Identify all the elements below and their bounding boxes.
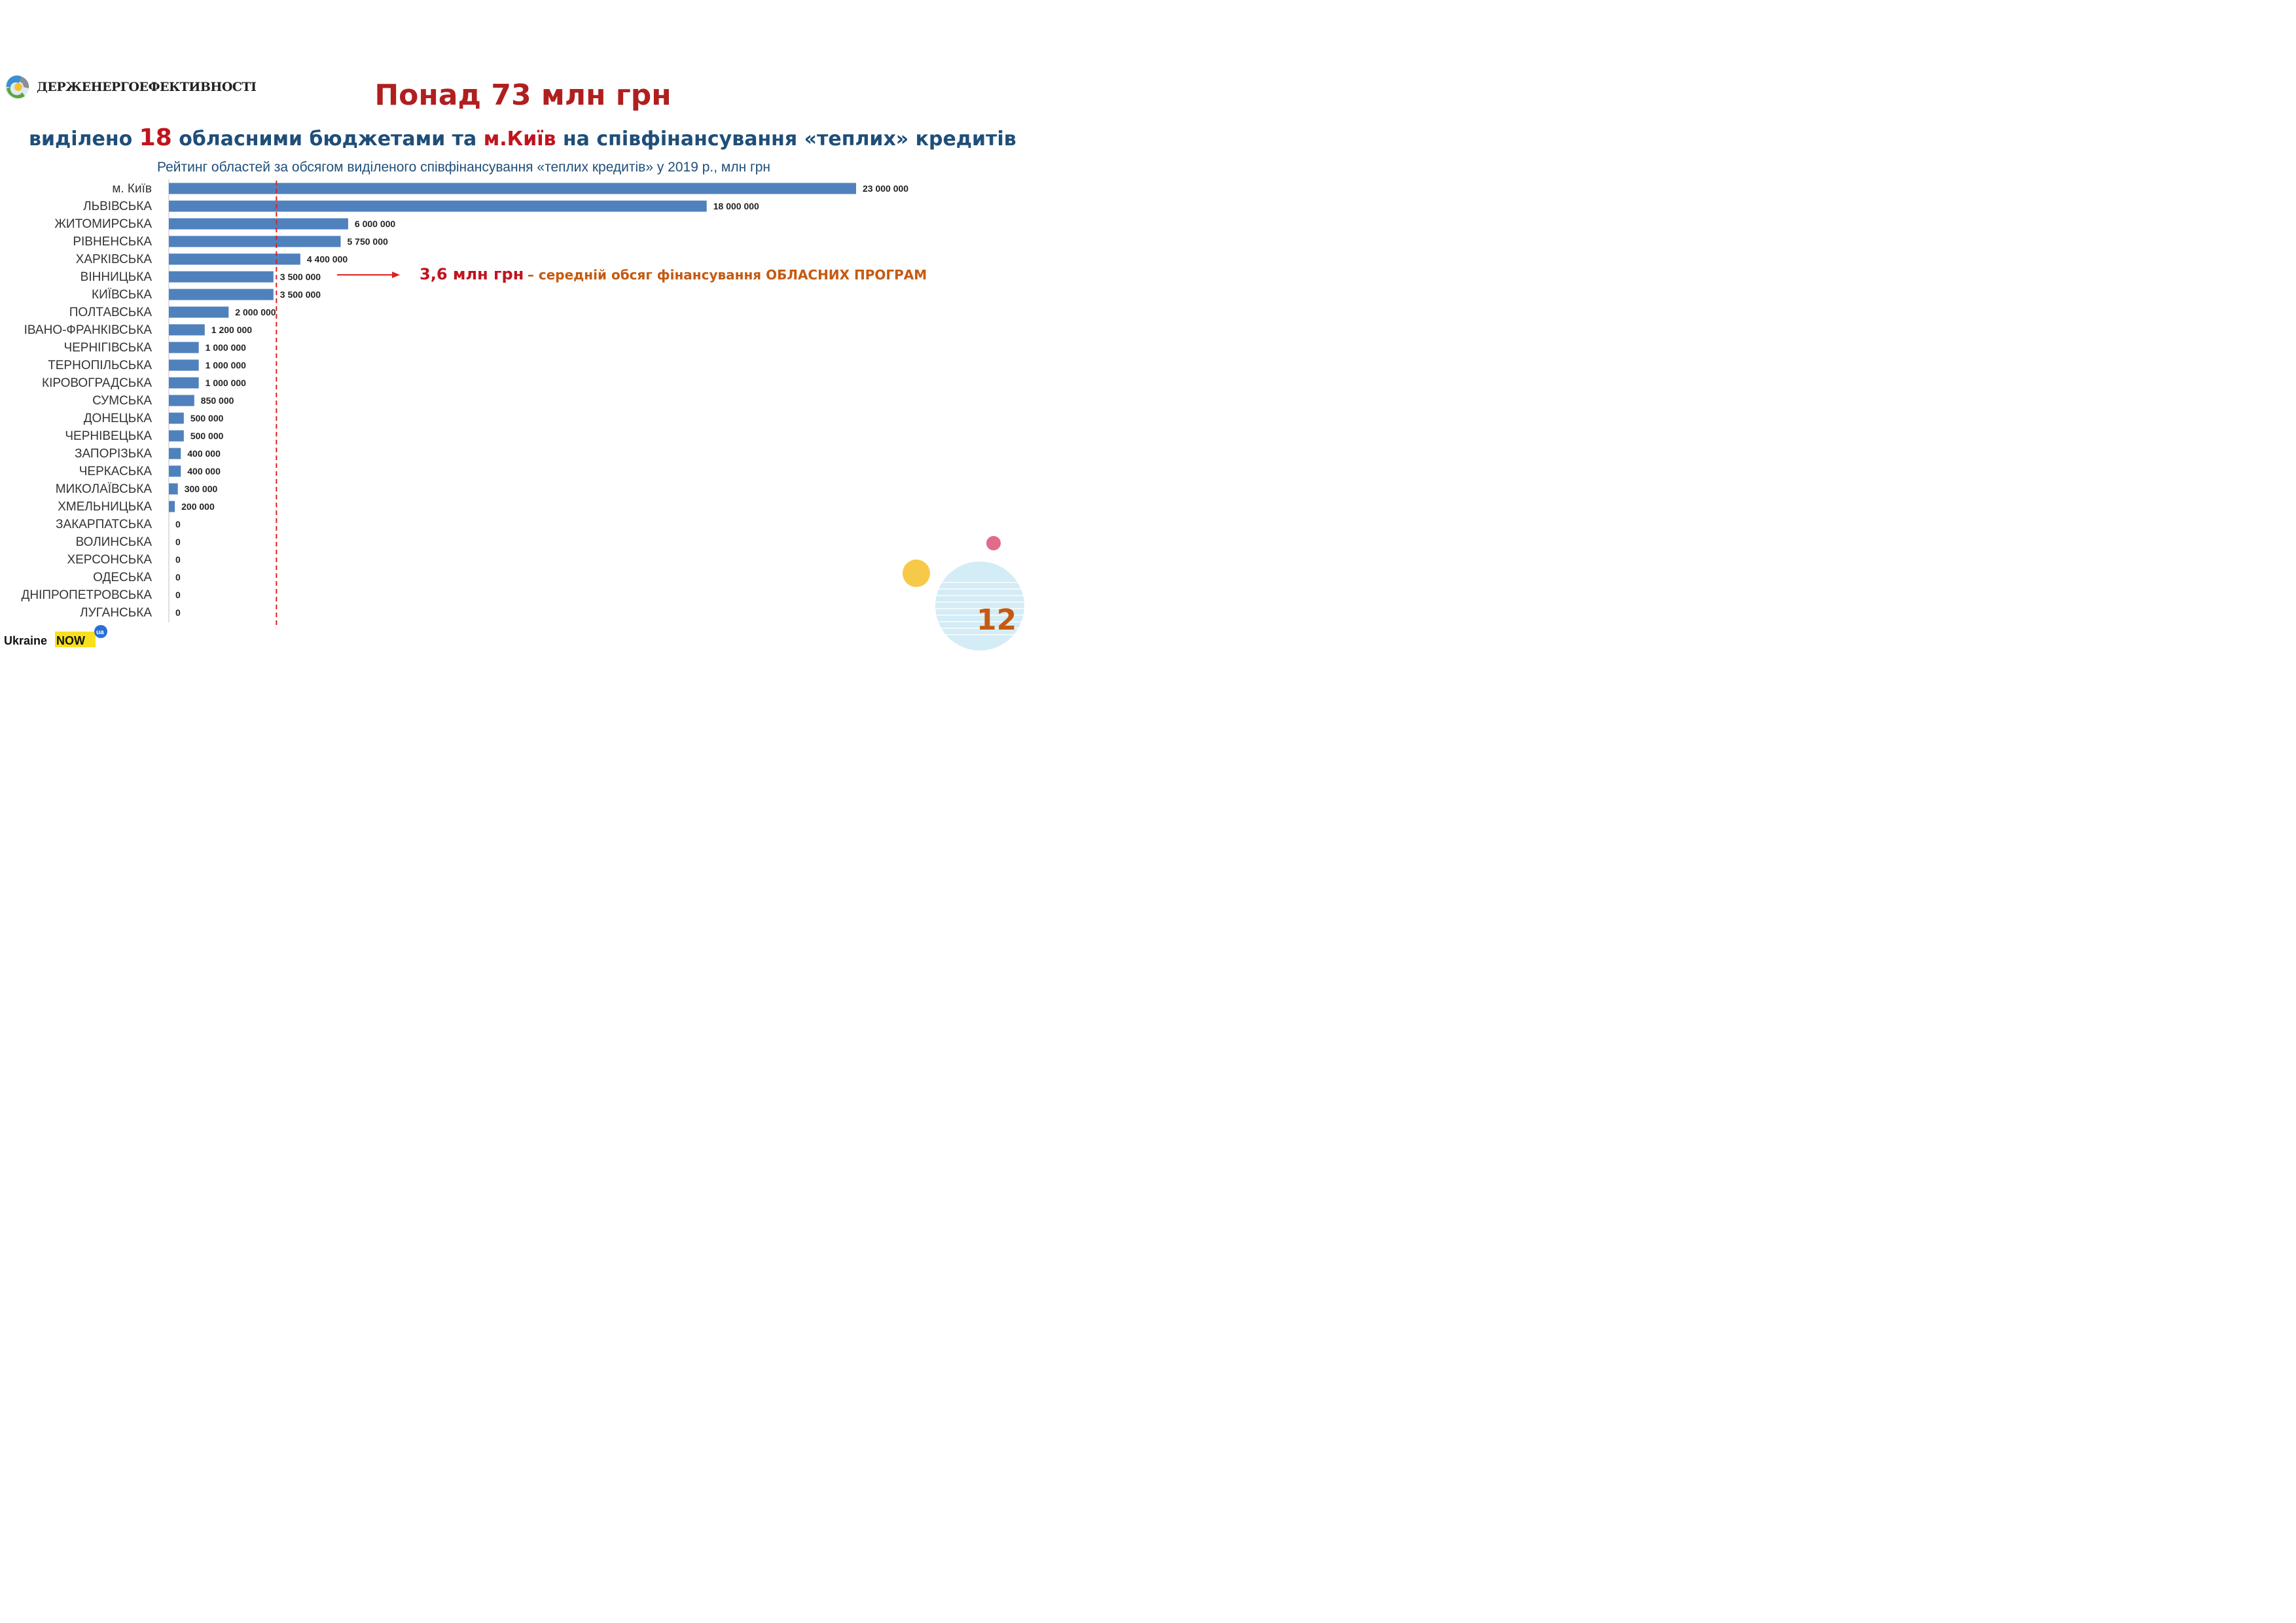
data-label: 3 500 000 xyxy=(280,272,321,282)
bar xyxy=(169,271,274,283)
data-label: 0 xyxy=(175,572,181,582)
average-description: – середній обсяг фінансування ОБЛАСНИХ П… xyxy=(527,267,927,283)
category-label: ЖИТОМИРСЬКА xyxy=(54,217,152,231)
bar-chart: м. Київ 23 000 000 ЛЬВІВСЬКА 18 000 000 ЖИТО… xyxy=(22,179,908,625)
page-subheadline: виділено 18 обласними бюджетами та м.Киї… xyxy=(29,124,1016,151)
average-value: 3,6 млн грн xyxy=(420,265,524,283)
ukraine-now-badge: ua xyxy=(96,629,104,636)
data-label: 1 000 000 xyxy=(206,378,246,388)
bar xyxy=(169,218,348,230)
subhead-region-count: 18 xyxy=(139,124,172,151)
category-label: РІВНЕНСЬКА xyxy=(73,235,152,249)
category-label: ЗАКАРПАТСЬКА xyxy=(56,518,152,531)
data-label: 5 750 000 xyxy=(348,236,388,247)
page-headline: Понад 73 млн грн xyxy=(374,79,672,112)
data-label: 2 000 000 xyxy=(235,307,276,317)
data-label: 500 000 xyxy=(190,413,224,423)
data-label: 300 000 xyxy=(185,484,218,494)
data-label: 23 000 000 xyxy=(863,183,908,194)
category-label: ДНІПРОПЕТРОВСЬКА xyxy=(22,588,152,602)
data-label: 0 xyxy=(175,590,181,600)
agency-emblem-icon xyxy=(5,75,29,99)
bar xyxy=(169,236,341,247)
data-label: 0 xyxy=(175,554,181,565)
decor-pink-dot xyxy=(986,536,1001,550)
agency-logo-block: ДЕРЖЕНЕРГОЕФЕКТИВНОСТІ xyxy=(4,74,257,100)
bar xyxy=(169,430,184,442)
data-label: 1 000 000 xyxy=(206,342,246,353)
decor-yellow-dot xyxy=(903,560,930,587)
bar xyxy=(169,200,707,212)
bar xyxy=(169,342,199,353)
bar xyxy=(169,253,300,265)
data-label: 1 000 000 xyxy=(206,360,246,370)
data-label: 6 000 000 xyxy=(355,219,395,229)
data-label: 18 000 000 xyxy=(713,201,759,211)
category-label: ТЕРНОПІЛЬСЬКА xyxy=(48,359,152,372)
bar xyxy=(169,501,175,512)
subhead-part-mid: обласними бюджетами та xyxy=(179,128,477,151)
bar xyxy=(169,359,199,371)
category-label: МИКОЛАЇВСЬКА xyxy=(56,482,152,496)
data-label: 400 000 xyxy=(187,448,221,459)
category-label: ХМЕЛЬНИЦЬКА xyxy=(58,500,152,514)
subhead-part-pre: виділено xyxy=(29,128,133,151)
category-label: ХЕРСОНСЬКА xyxy=(67,553,152,567)
ukraine-now-word: Ukraine xyxy=(4,634,47,647)
bar xyxy=(169,483,178,495)
category-label: ЛУГАНСЬКА xyxy=(80,606,152,620)
bar xyxy=(169,465,181,477)
data-label: 400 000 xyxy=(187,466,221,476)
category-label: ХАРКІВСЬКА xyxy=(76,253,152,266)
ukraine-now-logo: Ukraine NOW ua xyxy=(4,625,107,647)
bar xyxy=(169,412,184,424)
bar xyxy=(169,324,205,336)
data-label: 4 400 000 xyxy=(307,254,348,264)
category-label: ЛЬВІВСЬКА xyxy=(83,200,152,213)
category-label: ДОНЕЦЬКА xyxy=(84,412,152,425)
category-label: ПОЛТАВСЬКА xyxy=(69,306,152,319)
data-label: 500 000 xyxy=(190,431,224,441)
bar xyxy=(169,377,199,389)
bar xyxy=(169,183,856,194)
page-number: 12 xyxy=(977,603,1016,637)
data-label: 200 000 xyxy=(181,501,215,512)
category-label: ОДЕСЬКА xyxy=(93,571,152,584)
category-label: ЧЕРНІГІВСЬКА xyxy=(63,341,152,355)
annotation-arrow-icon xyxy=(337,272,400,278)
category-label: СУМСЬКА xyxy=(92,394,152,408)
bar xyxy=(169,395,194,406)
data-label: 0 xyxy=(175,519,181,529)
agency-name: ДЕРЖЕНЕРГОЕФЕКТИВНОСТІ xyxy=(37,80,257,94)
data-label: 850 000 xyxy=(201,395,234,406)
bar xyxy=(169,448,181,459)
category-label: ЧЕРКАСЬКА xyxy=(79,465,152,478)
category-label: КИЇВСЬКА xyxy=(92,288,152,302)
data-label: 0 xyxy=(175,537,181,547)
average-annotation: 3,6 млн грн – середній обсяг фінансуванн… xyxy=(420,265,927,283)
page-number-decoration: 12 xyxy=(903,536,1025,651)
bar xyxy=(169,289,274,300)
category-label: ВОЛИНСЬКА xyxy=(76,535,152,549)
ukraine-now-now: NOW xyxy=(56,634,85,647)
data-label: 3 500 000 xyxy=(280,289,321,300)
category-label: ВІННИЦЬКА xyxy=(81,270,152,284)
category-label: ЗАПОРІЗЬКА xyxy=(75,447,152,461)
chart-title: Рейтинг областей за обсягом виділеного с… xyxy=(157,160,770,175)
data-label: 0 xyxy=(175,607,181,618)
data-label: 1 200 000 xyxy=(211,325,252,335)
category-label: м. Київ xyxy=(112,182,152,196)
bar xyxy=(169,306,229,318)
subhead-part-post: на співфінансування «теплих» кредитів xyxy=(562,128,1016,151)
category-label: ІВАНО-ФРАНКІВСЬКА xyxy=(24,323,152,337)
subhead-city: м.Київ xyxy=(483,128,556,151)
category-label: КІРОВОГРАДСЬКА xyxy=(42,376,152,390)
category-label: ЧЕРНІВЕЦЬКА xyxy=(65,429,152,443)
